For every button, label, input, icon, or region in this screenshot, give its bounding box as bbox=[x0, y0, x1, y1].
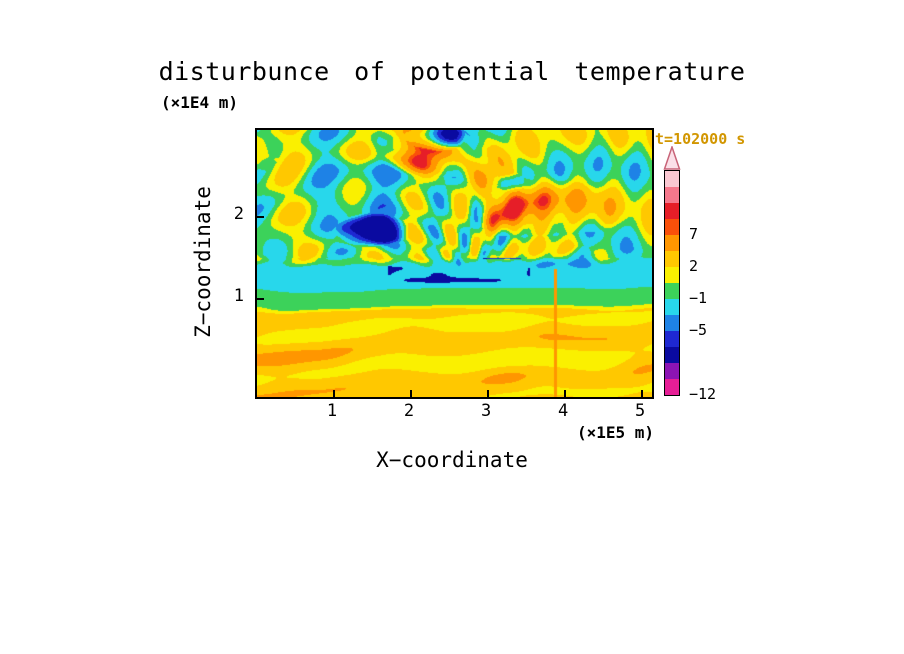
z-axis-unit: (×1E4 m) bbox=[161, 93, 239, 112]
colorbar-segment bbox=[665, 363, 679, 379]
x-axis-tick bbox=[410, 390, 413, 397]
z-tick-label: 2 bbox=[233, 204, 244, 225]
x-axis-tick bbox=[641, 390, 644, 397]
z-axis-tick bbox=[257, 216, 264, 219]
x-tick-label: 1 bbox=[326, 401, 338, 421]
colorbar-segment bbox=[665, 187, 679, 203]
colorbar-label: −12 bbox=[689, 385, 717, 403]
x-tick-label: 5 bbox=[635, 401, 646, 421]
x-tick-label: 3 bbox=[480, 401, 492, 421]
colorbar-arrow-icon bbox=[663, 146, 681, 170]
colorbar-segment bbox=[665, 331, 679, 347]
x-axis-tick bbox=[564, 390, 567, 397]
colorbar-segment bbox=[665, 235, 679, 251]
colorbar-label: 7 bbox=[689, 225, 699, 243]
colorbar-label: 2 bbox=[689, 257, 699, 275]
z-axis-label: Z−coordinate bbox=[191, 185, 215, 338]
z-tick-label: 1 bbox=[233, 286, 244, 306]
x-axis-unit: (×1E5 m) bbox=[576, 423, 654, 442]
time-annotation: t=102000 s bbox=[655, 130, 746, 148]
x-tick-label: 4 bbox=[557, 401, 569, 421]
colorbar-segment bbox=[665, 219, 679, 235]
colorbar-segment bbox=[665, 379, 679, 395]
contour-plot-frame bbox=[255, 128, 654, 399]
colorbar-segment bbox=[665, 347, 679, 363]
colorbar-segment bbox=[665, 171, 679, 187]
colorbar bbox=[664, 170, 680, 396]
colorbar-label: −5 bbox=[689, 321, 708, 339]
colorbar-segment bbox=[665, 283, 679, 299]
x-axis-tick bbox=[333, 390, 336, 397]
x-axis-label: X−coordinate bbox=[376, 448, 528, 472]
chart-title: disturbunce of potential temperature bbox=[158, 57, 746, 86]
contour-field-canvas bbox=[257, 130, 652, 397]
colorbar-segment bbox=[665, 299, 679, 315]
x-axis-tick bbox=[487, 390, 490, 397]
z-axis-tick bbox=[257, 298, 264, 300]
colorbar-label: −1 bbox=[689, 289, 708, 307]
colorbar-segment bbox=[665, 315, 679, 331]
colorbar-segment bbox=[665, 203, 679, 219]
x-tick-label: 2 bbox=[403, 401, 415, 421]
colorbar-segment bbox=[665, 267, 679, 283]
colorbar-segment bbox=[665, 251, 679, 267]
